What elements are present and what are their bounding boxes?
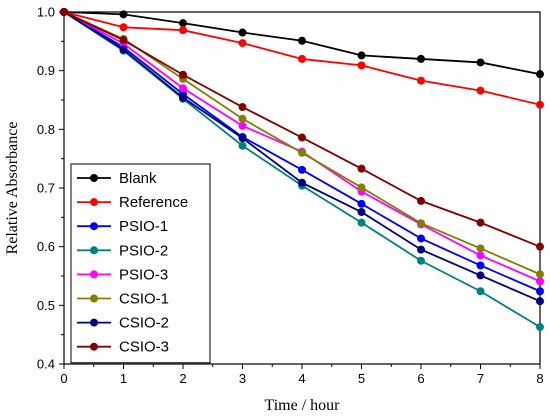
data-point-csio-3 bbox=[476, 218, 485, 227]
legend-marker-csio-1 bbox=[90, 294, 98, 303]
x-tick-label: 2 bbox=[179, 371, 186, 386]
data-point-blank bbox=[179, 19, 187, 28]
y-tick-label: 0.7 bbox=[37, 181, 55, 196]
data-point-blank bbox=[238, 28, 247, 37]
legend-label-reference: Reference bbox=[119, 194, 188, 211]
series-layer bbox=[60, 8, 544, 332]
data-point-blank bbox=[119, 10, 128, 19]
legend-label-blank: Blank bbox=[119, 170, 157, 187]
data-point-csio-1 bbox=[298, 148, 306, 157]
y-tick-label: 0.5 bbox=[37, 298, 55, 313]
y-tick-label: 0.4 bbox=[37, 357, 55, 372]
legend-label-csio-3: CSIO-3 bbox=[119, 339, 169, 356]
data-point-csio-1 bbox=[476, 244, 485, 253]
legend-label-csio-1: CSIO-1 bbox=[119, 291, 169, 308]
x-tick-label: 6 bbox=[417, 371, 424, 386]
data-point-psio-1 bbox=[476, 261, 485, 270]
data-point-reference bbox=[179, 26, 187, 35]
data-point-psio-1 bbox=[417, 234, 425, 243]
data-point-blank bbox=[417, 54, 425, 63]
data-point-csio-1 bbox=[417, 219, 425, 228]
data-point-csio-3 bbox=[298, 133, 306, 142]
data-point-csio-1 bbox=[536, 270, 544, 279]
data-point-psio-1 bbox=[357, 199, 366, 208]
data-point-blank bbox=[298, 36, 306, 45]
data-point-psio-2 bbox=[536, 323, 544, 332]
legend-marker-csio-2 bbox=[90, 318, 98, 327]
data-point-reference bbox=[238, 39, 247, 48]
data-point-psio-3 bbox=[238, 121, 247, 130]
axes: 0 1 2 3 4 5 6 7 8 0.4 0.5 0.6 0.7 0.8 0.9 1.0 bbox=[37, 5, 544, 387]
x-tick-label: 7 bbox=[477, 371, 484, 386]
legend: Blank Reference PSIO-1 PSIO-2 PSIO-3 CSIO-1 CS… bbox=[70, 163, 211, 364]
data-point-csio-2 bbox=[119, 45, 128, 54]
data-point-reference bbox=[119, 23, 128, 32]
x-tick-label: 5 bbox=[358, 371, 365, 386]
data-point-csio-3 bbox=[60, 8, 68, 16]
data-point-csio-2 bbox=[238, 134, 247, 143]
legend-marker-blank bbox=[90, 174, 98, 182]
legend-label-psio-2: PSIO-2 bbox=[119, 242, 168, 259]
data-point-reference bbox=[417, 76, 425, 85]
data-point-reference bbox=[357, 61, 366, 70]
x-tick-label: 8 bbox=[536, 371, 543, 386]
legend-marker-csio-3 bbox=[90, 342, 98, 351]
legend-marker-psio-3 bbox=[90, 270, 98, 279]
x-tick-label: 3 bbox=[239, 371, 246, 386]
data-point-psio-1 bbox=[298, 165, 306, 174]
x-tick-label: 1 bbox=[120, 371, 127, 386]
data-point-psio-3 bbox=[536, 277, 544, 286]
data-point-blank bbox=[476, 58, 485, 67]
x-axis-title: Time / hour bbox=[265, 397, 341, 414]
data-point-csio-3 bbox=[536, 242, 544, 251]
legend-label-csio-2: CSIO-2 bbox=[119, 315, 169, 332]
data-point-psio-2 bbox=[476, 287, 485, 296]
legend-box bbox=[70, 163, 211, 364]
data-point-csio-2 bbox=[179, 93, 187, 102]
data-point-psio-2 bbox=[238, 141, 247, 150]
y-tick-label: 0.9 bbox=[37, 63, 55, 78]
x-tick-label: 4 bbox=[298, 371, 305, 386]
data-point-csio-2 bbox=[357, 208, 366, 217]
data-point-csio-2 bbox=[536, 297, 544, 306]
data-point-csio-3 bbox=[238, 103, 247, 112]
data-point-csio-2 bbox=[417, 245, 425, 254]
data-point-psio-1 bbox=[536, 287, 544, 296]
y-tick-label: 1.0 bbox=[37, 5, 55, 20]
data-point-psio-2 bbox=[417, 256, 425, 265]
data-point-reference bbox=[536, 100, 544, 109]
series-csio-3 bbox=[60, 8, 544, 251]
data-point-csio-2 bbox=[298, 178, 306, 187]
data-point-csio-1 bbox=[238, 114, 247, 123]
legend-marker-reference bbox=[90, 198, 98, 207]
data-point-csio-3 bbox=[119, 36, 128, 45]
data-point-csio-3 bbox=[179, 70, 187, 79]
data-point-blank bbox=[536, 70, 544, 79]
data-point-reference bbox=[476, 86, 485, 95]
data-point-csio-1 bbox=[357, 183, 366, 192]
series-blank bbox=[60, 8, 544, 79]
legend-label-psio-3: PSIO-3 bbox=[119, 266, 168, 283]
legend-marker-psio-2 bbox=[90, 246, 98, 255]
legend-marker-psio-1 bbox=[90, 222, 98, 231]
y-tick-label: 0.6 bbox=[37, 239, 55, 254]
data-point-psio-3 bbox=[476, 251, 485, 260]
data-point-csio-3 bbox=[357, 164, 366, 173]
legend-label-psio-1: PSIO-1 bbox=[119, 218, 168, 235]
data-point-psio-3 bbox=[179, 84, 187, 93]
data-point-blank bbox=[357, 51, 366, 60]
y-axis-title: Relative Absorbance bbox=[4, 122, 21, 255]
data-point-csio-2 bbox=[476, 271, 485, 280]
x-tick-label: 0 bbox=[60, 371, 67, 386]
y-tick-label: 0.8 bbox=[37, 122, 55, 137]
data-point-reference bbox=[298, 54, 306, 63]
data-point-csio-3 bbox=[417, 196, 425, 205]
data-point-psio-2 bbox=[357, 218, 366, 227]
